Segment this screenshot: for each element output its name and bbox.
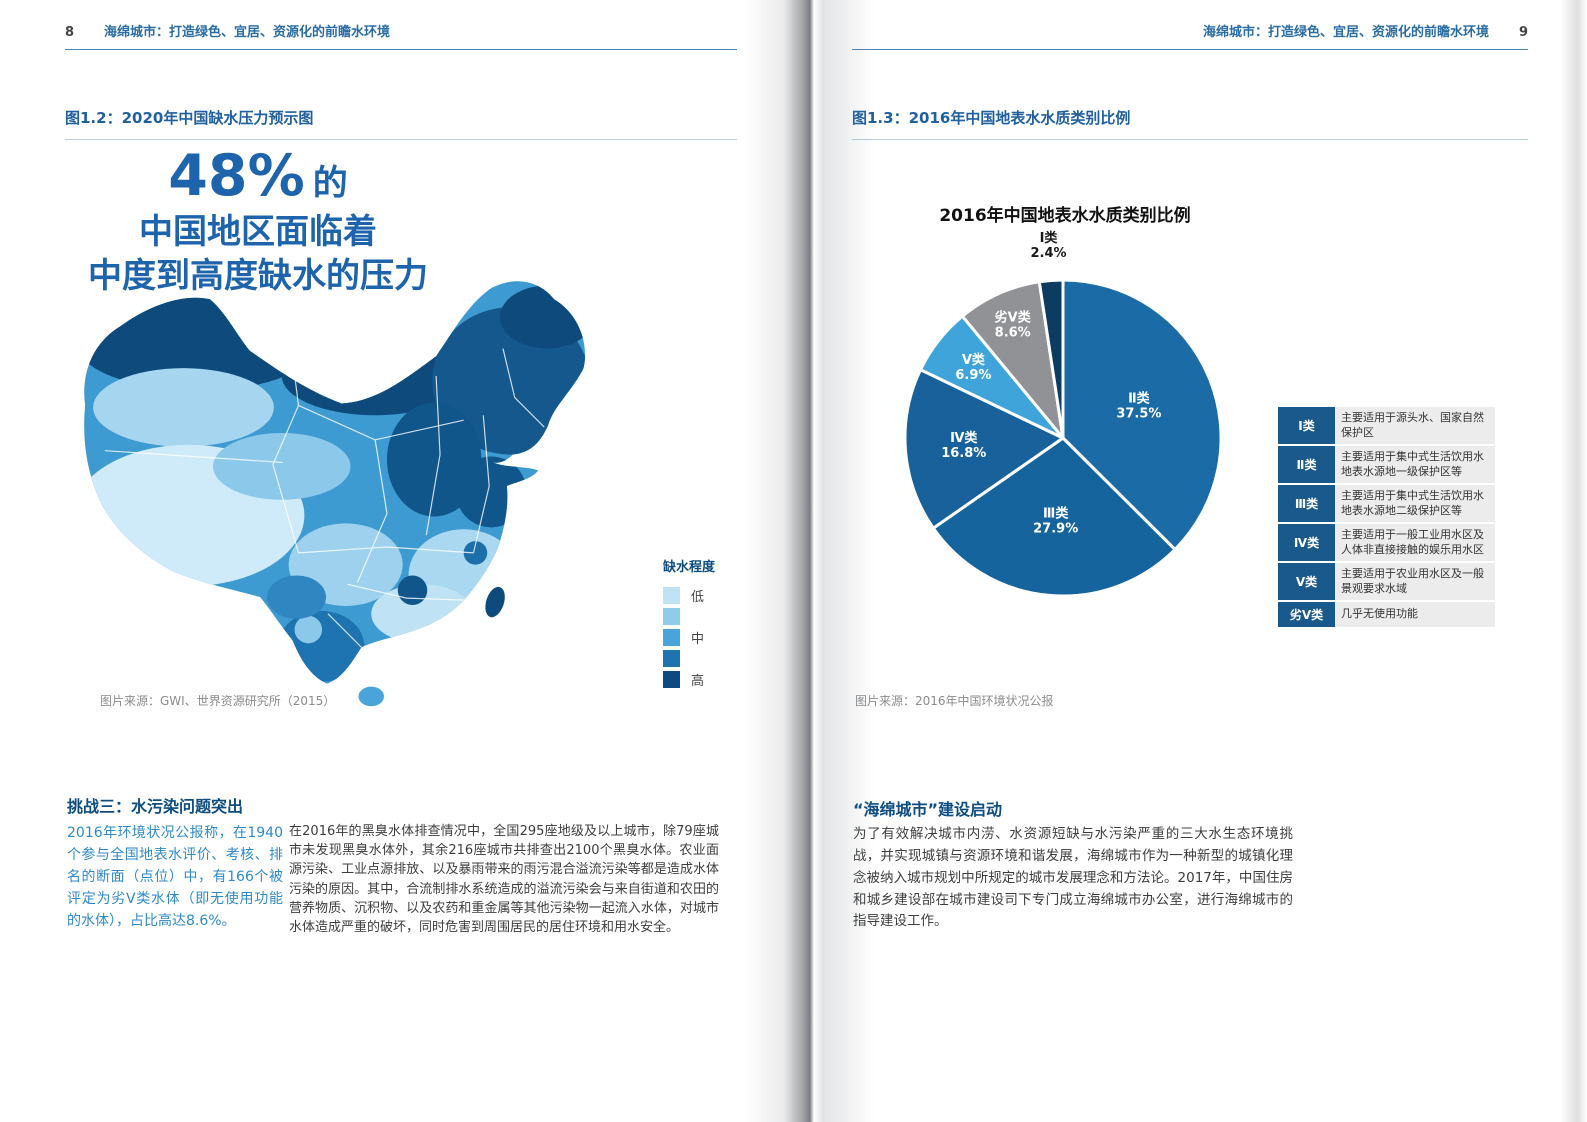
legend-class-label: Ⅰ类	[1278, 407, 1335, 445]
legend-class-label: Ⅱ类	[1278, 446, 1335, 484]
legend-class-desc: 主要适用于源头水、国家自然保护区	[1335, 407, 1495, 445]
taiwan-island	[485, 586, 505, 618]
legend-class-label: Ⅲ类	[1278, 485, 1335, 523]
map-legend-swatch	[663, 650, 680, 667]
map-legend-swatch	[663, 587, 680, 604]
map-legend-item-3: 中	[663, 629, 763, 647]
pie-slice-Ⅲ类	[931, 436, 1177, 598]
pie-label-Ⅴ类: Ⅴ类 6.9%	[955, 352, 991, 383]
section-title-sponge-city: “海绵城市”建设启动	[853, 800, 1003, 819]
running-head-right: 海绵城市：打造绿色、宜居、资源化的前瞻水环境	[1202, 25, 1489, 40]
legend-class-desc: 主要适用于集中式生活饮用水地表水源地一级保护区等	[1335, 446, 1495, 484]
headline-line-2: 中国地区面临着	[139, 212, 377, 252]
map-legend-swatches: 低中高	[663, 587, 763, 689]
legend-row-6: 劣Ⅴ类 几乎无使用功能	[1278, 602, 1495, 628]
map-legend-item-1: 低	[663, 587, 763, 605]
legend-class-label: Ⅴ类	[1278, 563, 1335, 601]
map-legend-item-4	[663, 650, 763, 667]
running-head-left: 海绵城市：打造绿色、宜居、资源化的前瞻水环境	[104, 25, 391, 40]
legend-row-1: Ⅰ类 主要适用于源头水、国家自然保护区	[1278, 407, 1495, 445]
legend-row-2: Ⅱ类 主要适用于集中式生活饮用水地表水源地一级保护区等	[1278, 446, 1495, 484]
pie-label-劣Ⅴ类: 劣Ⅴ类 8.6%	[995, 310, 1032, 341]
page-header-left: 8 海绵城市：打造绿色、宜居、资源化的前瞻水环境	[65, 21, 737, 50]
water-quality-pie-chart: Ⅱ类 37.5% Ⅲ类 27.9% Ⅳ类 16.8% Ⅴ类 6.9%劣Ⅴ类 8.6% Ⅰ类 2.4%	[903, 230, 1223, 598]
legend-class-desc: 主要适用于集中式生活饮用水地表水源地二级保护区等	[1335, 485, 1495, 523]
headline-percent: 48%	[168, 143, 305, 209]
page-number-left: 8	[65, 25, 75, 40]
legend-class-label: Ⅳ类	[1278, 524, 1335, 562]
page-fold-shadow	[745, 0, 875, 1122]
water-class-legend-table: Ⅰ类 主要适用于源头水、国家自然保护区 Ⅱ类 主要适用于集中式生活饮用水地表水源地一级…	[1278, 407, 1495, 629]
figure-1-3-title-block: 图1.3：2016年中国地表水水质类别比例	[852, 107, 1528, 140]
page-number-right: 9	[1518, 25, 1528, 40]
figure-1-2-title-block: 图1.2：2020年中国缺水压力预示图	[65, 107, 737, 140]
map-legend-label: 中	[691, 632, 705, 647]
legend-class-desc: 主要适用于农业用水区及一般景观要求水域	[1335, 563, 1495, 601]
legend-class-label: 劣Ⅴ类	[1278, 602, 1335, 628]
map-legend-label: 高	[691, 674, 705, 689]
page-header-right: 海绵城市：打造绿色、宜居、资源化的前瞻水环境 9	[852, 21, 1528, 50]
legend-class-desc: 主要适用于一般工业用水区及人体非直接接触的娱乐用水区	[1335, 524, 1495, 562]
highlight-paragraph: 2016年环境状况公报称，在1940个参与全国地表水评价、考核、排名的断面（点位…	[67, 825, 283, 930]
water-stress-map-legend: 缺水程度 低中高	[663, 556, 763, 692]
figure-1-3-source: 图片来源：2016年中国环境状况公报	[855, 694, 1054, 708]
map-legend-title: 缺水程度	[663, 560, 716, 575]
legend-row-5: Ⅴ类 主要适用于农业用水区及一般景观要求水域	[1278, 563, 1495, 601]
headline-line-3: 中度到高度缺水的压力	[88, 256, 428, 296]
pie-slice-Ⅳ类	[903, 368, 1065, 530]
map-legend-item-5: 高	[663, 671, 763, 689]
headline-suffix: 的	[312, 164, 348, 204]
map-legend-swatch	[663, 671, 680, 688]
pie-label-Ⅰ类: Ⅰ类 2.4%	[1030, 230, 1066, 261]
hainan-island	[358, 686, 385, 707]
pie-label-Ⅳ类: Ⅳ类 16.8%	[941, 430, 986, 461]
map-legend-swatch	[663, 608, 680, 625]
legend-row-3: Ⅲ类 主要适用于集中式生活饮用水地表水源地二级保护区等	[1278, 485, 1495, 523]
page-stack-edge	[1560, 0, 1587, 1122]
map-legend-swatch	[663, 629, 680, 646]
map-legend-label: 低	[691, 590, 705, 605]
pie-slice-Ⅰ类	[1037, 278, 1065, 440]
figure-1-2-title: 图1.2：2020年中国缺水压力预示图	[65, 109, 314, 127]
section-title-challenge-3: 挑战三：水污染问题突出	[67, 797, 244, 816]
figure-1-2-source: 图片来源：GWI、世界资源研究所（2015）	[100, 694, 336, 708]
legend-class-desc: 几乎无使用功能	[1335, 602, 1495, 628]
legend-row-4: Ⅳ类 主要适用于一般工业用水区及人体非直接接触的娱乐用水区	[1278, 524, 1495, 562]
headline-line-1: 48% 的	[58, 148, 458, 210]
water-stress-regions	[84, 285, 586, 682]
map-legend-item-2	[663, 608, 763, 625]
body-paragraph-left: 在2016年的黑臭水体排查情况中，全国295座地级及以上城市，除79座城市未发现…	[289, 824, 719, 936]
china-water-stress-map	[84, 281, 586, 707]
pie-label-Ⅲ类: Ⅲ类 27.9%	[1033, 505, 1078, 536]
pie-label-Ⅱ类: Ⅱ类 37.5%	[1116, 391, 1161, 422]
pie-slice-Ⅱ类	[1061, 278, 1223, 551]
water-stress-headline: 48% 的 中国地区面临着 中度到高度缺水的压力	[58, 148, 458, 298]
figure-1-3-title: 图1.3：2016年中国地表水水质类别比例	[852, 109, 1131, 127]
pie-slice-劣Ⅴ类	[960, 280, 1065, 440]
body-paragraph-right: 为了有效解决城市内涝、水资源短缺与水污染严重的三大水生态环境挑战，并实现城镇与资…	[853, 826, 1293, 930]
pie-chart-title: 2016年中国地表水水质类别比例	[939, 206, 1191, 226]
